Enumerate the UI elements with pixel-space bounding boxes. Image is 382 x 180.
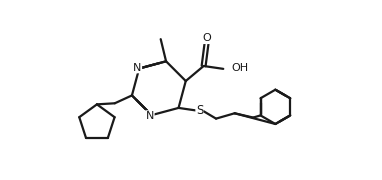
Text: N: N bbox=[133, 63, 142, 73]
Text: O: O bbox=[202, 33, 211, 44]
Text: N: N bbox=[146, 111, 154, 121]
Text: S: S bbox=[196, 104, 203, 117]
Text: OH: OH bbox=[231, 64, 248, 73]
